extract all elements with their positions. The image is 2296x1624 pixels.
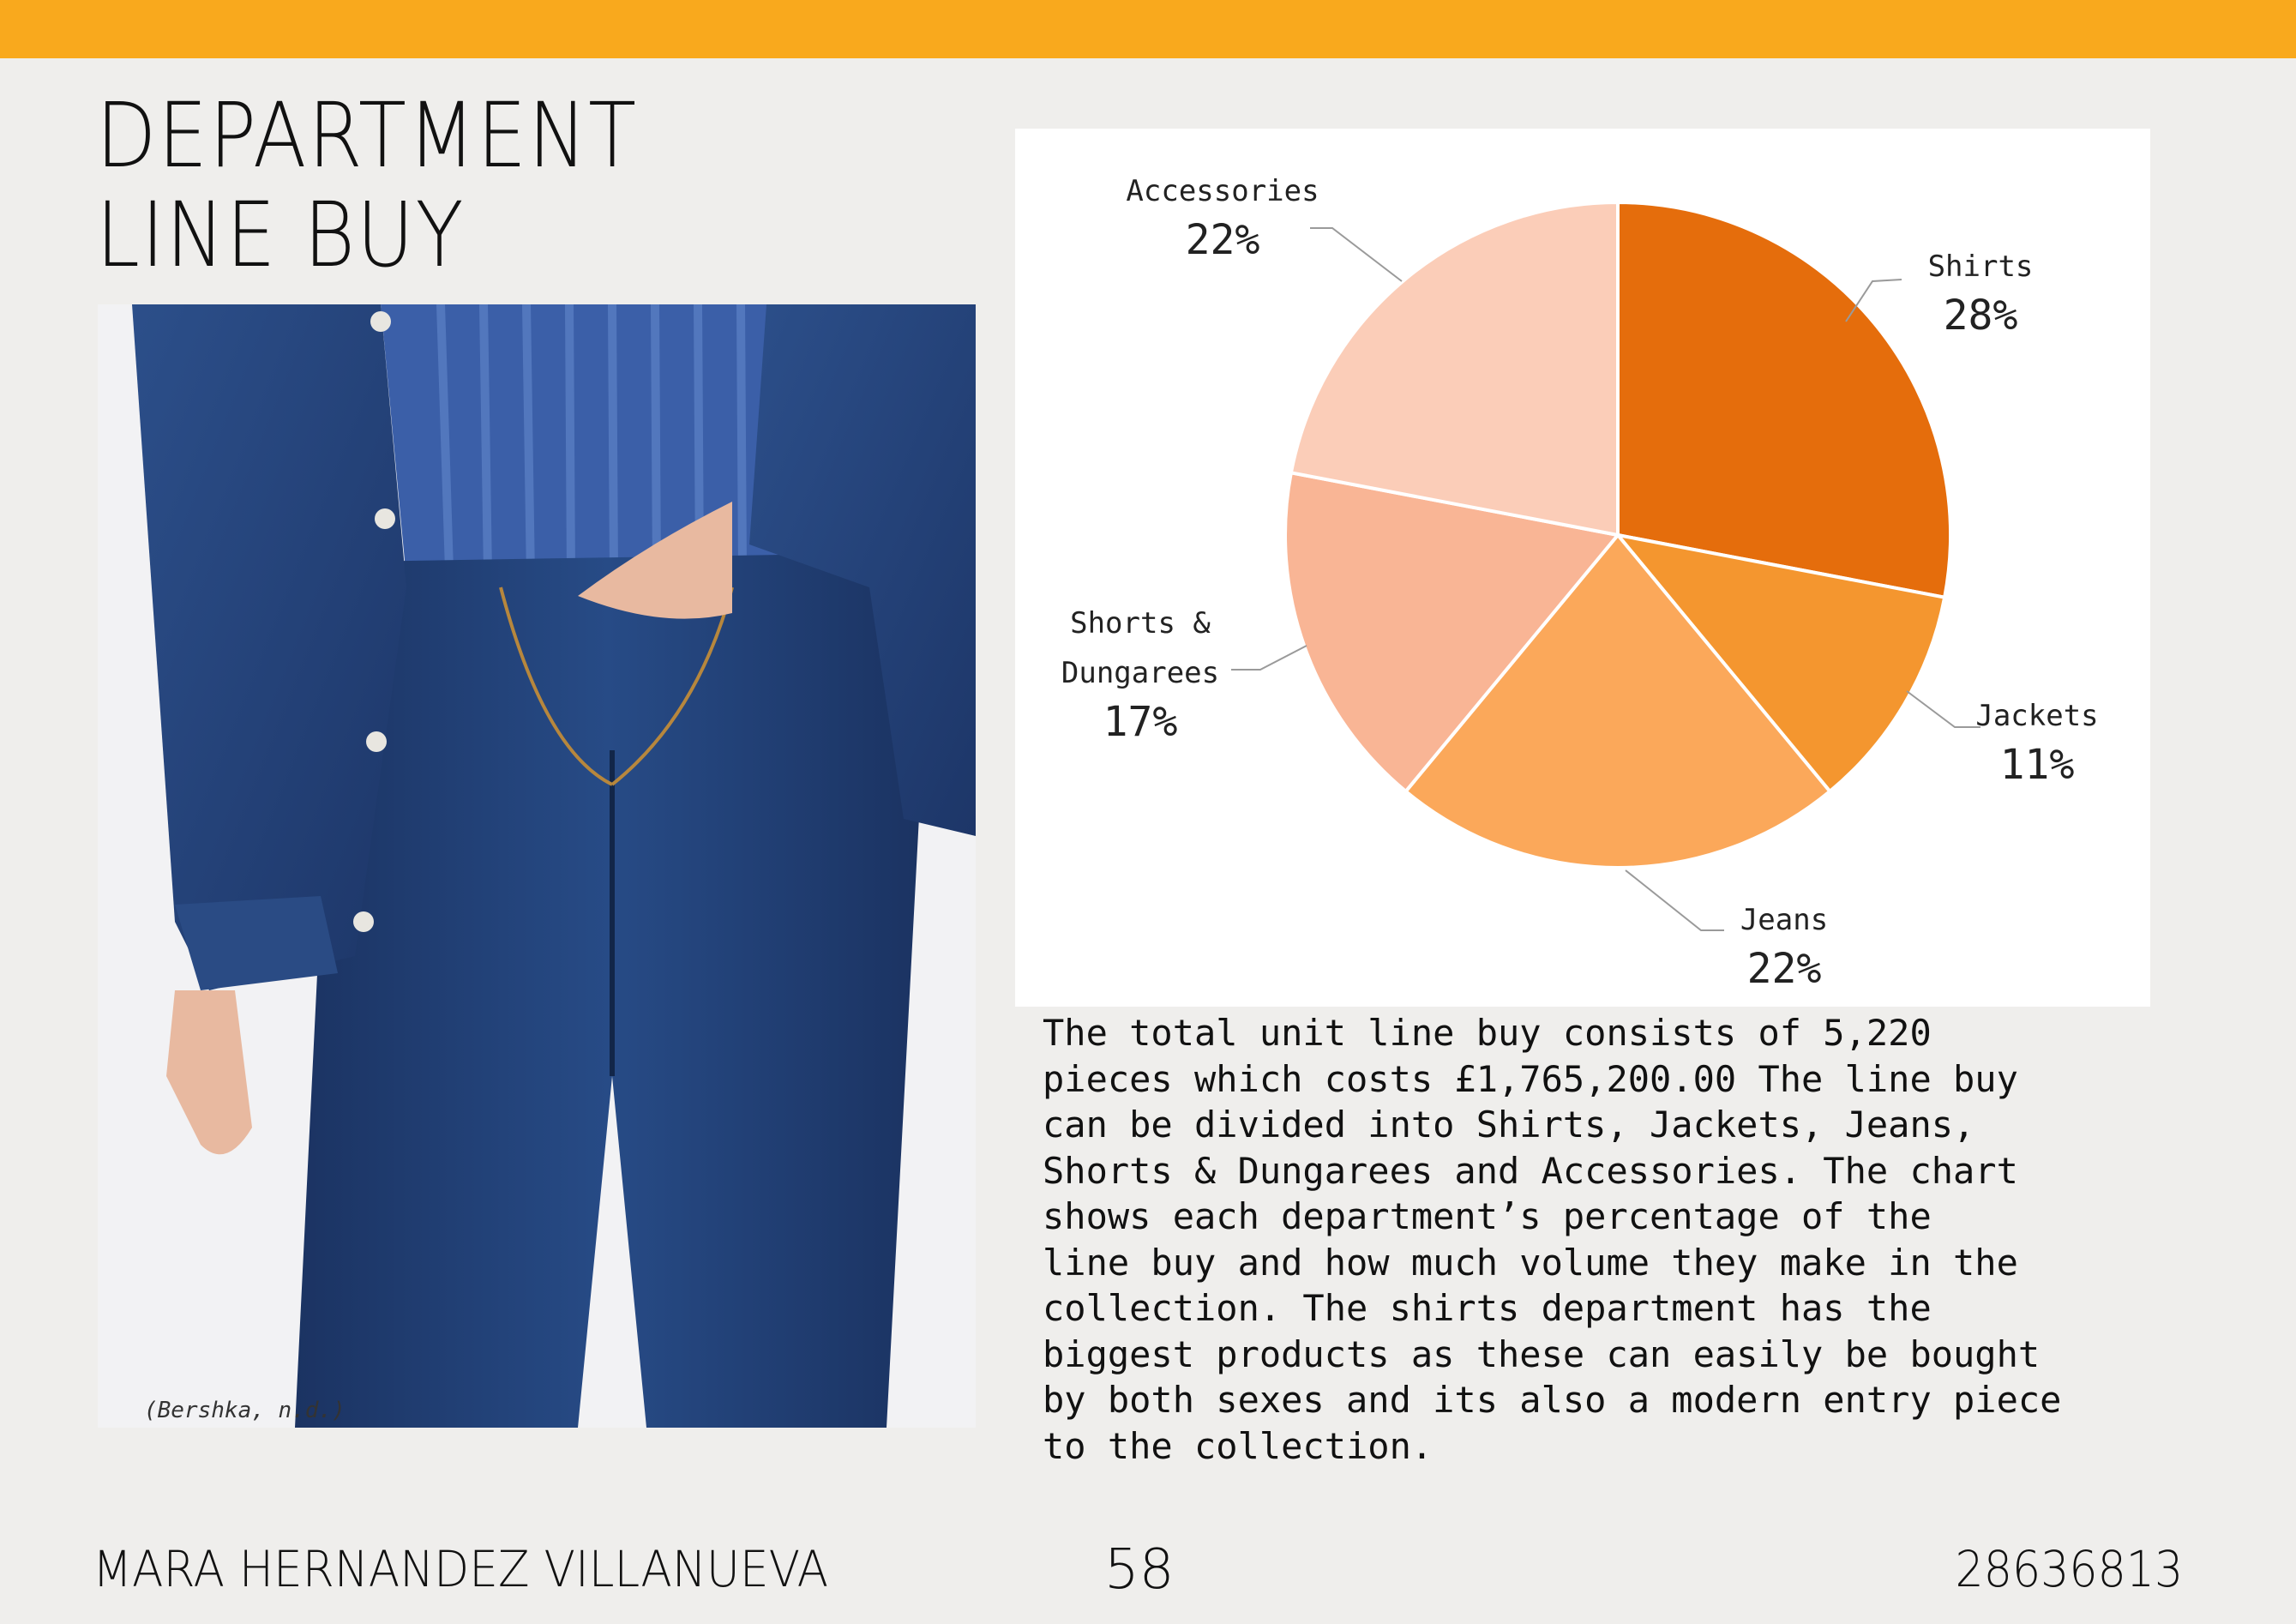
top-accent-bar (0, 0, 2296, 58)
slice-percent-label: 22% (1747, 945, 1822, 993)
slice-percent-label: 28% (1944, 292, 2018, 340)
page-title: DEPARTMENT LINE BUY (96, 86, 638, 285)
leader-line (1906, 690, 1980, 728)
slice-percent-label: 22% (1186, 216, 1260, 264)
leader-line (1625, 869, 1724, 931)
page-title-line-1: DEPARTMENT (96, 83, 638, 188)
leader-line (1845, 279, 1902, 322)
slice-percent-label: 17% (1103, 698, 1178, 746)
department-pie-chart: Shirts 28% Jackets 11% Jeans 22% Shorts & Dunga… (1061, 174, 2099, 993)
slice-name-label: Accessories (1126, 174, 1319, 208)
page-title-line-2: LINE BUY (96, 183, 466, 287)
pie-slice-shirts (1616, 200, 1952, 600)
leader-line (1231, 645, 1307, 671)
pie-slice-jeans (1403, 532, 1833, 869)
slice-percent-label: 11% (2000, 741, 2075, 789)
pie-chart-panel: Shirts 28% Jackets 11% Jeans 22% Shorts & Dunga… (1015, 129, 2150, 1007)
slice-name-label: Shirts (1928, 250, 2034, 284)
slice-name-label: Shorts & Dungarees (1061, 606, 1219, 690)
footer-student-id: 28636813 (1955, 1540, 2183, 1598)
slice-name-label: Jeans (1740, 903, 1828, 937)
denim-outfit-photo (98, 304, 976, 1428)
pie-slice-shorts-dungarees (1283, 470, 1621, 794)
leader-line (1310, 227, 1403, 282)
pie-slice-jackets (1613, 532, 1947, 794)
photo-credit-caption: (Bershka, n.d.) (144, 1398, 346, 1423)
footer-page-number: 58 (1104, 1538, 1175, 1602)
line-buy-description: The total unit line buy consists of 5,22… (1043, 1012, 2062, 1467)
footer-author-name: MARA HERNANDEZ VILLANUEVA (93, 1540, 829, 1598)
slice-name-label: Jackets (1975, 699, 2098, 733)
pie-slice-accessories (1289, 200, 1620, 538)
